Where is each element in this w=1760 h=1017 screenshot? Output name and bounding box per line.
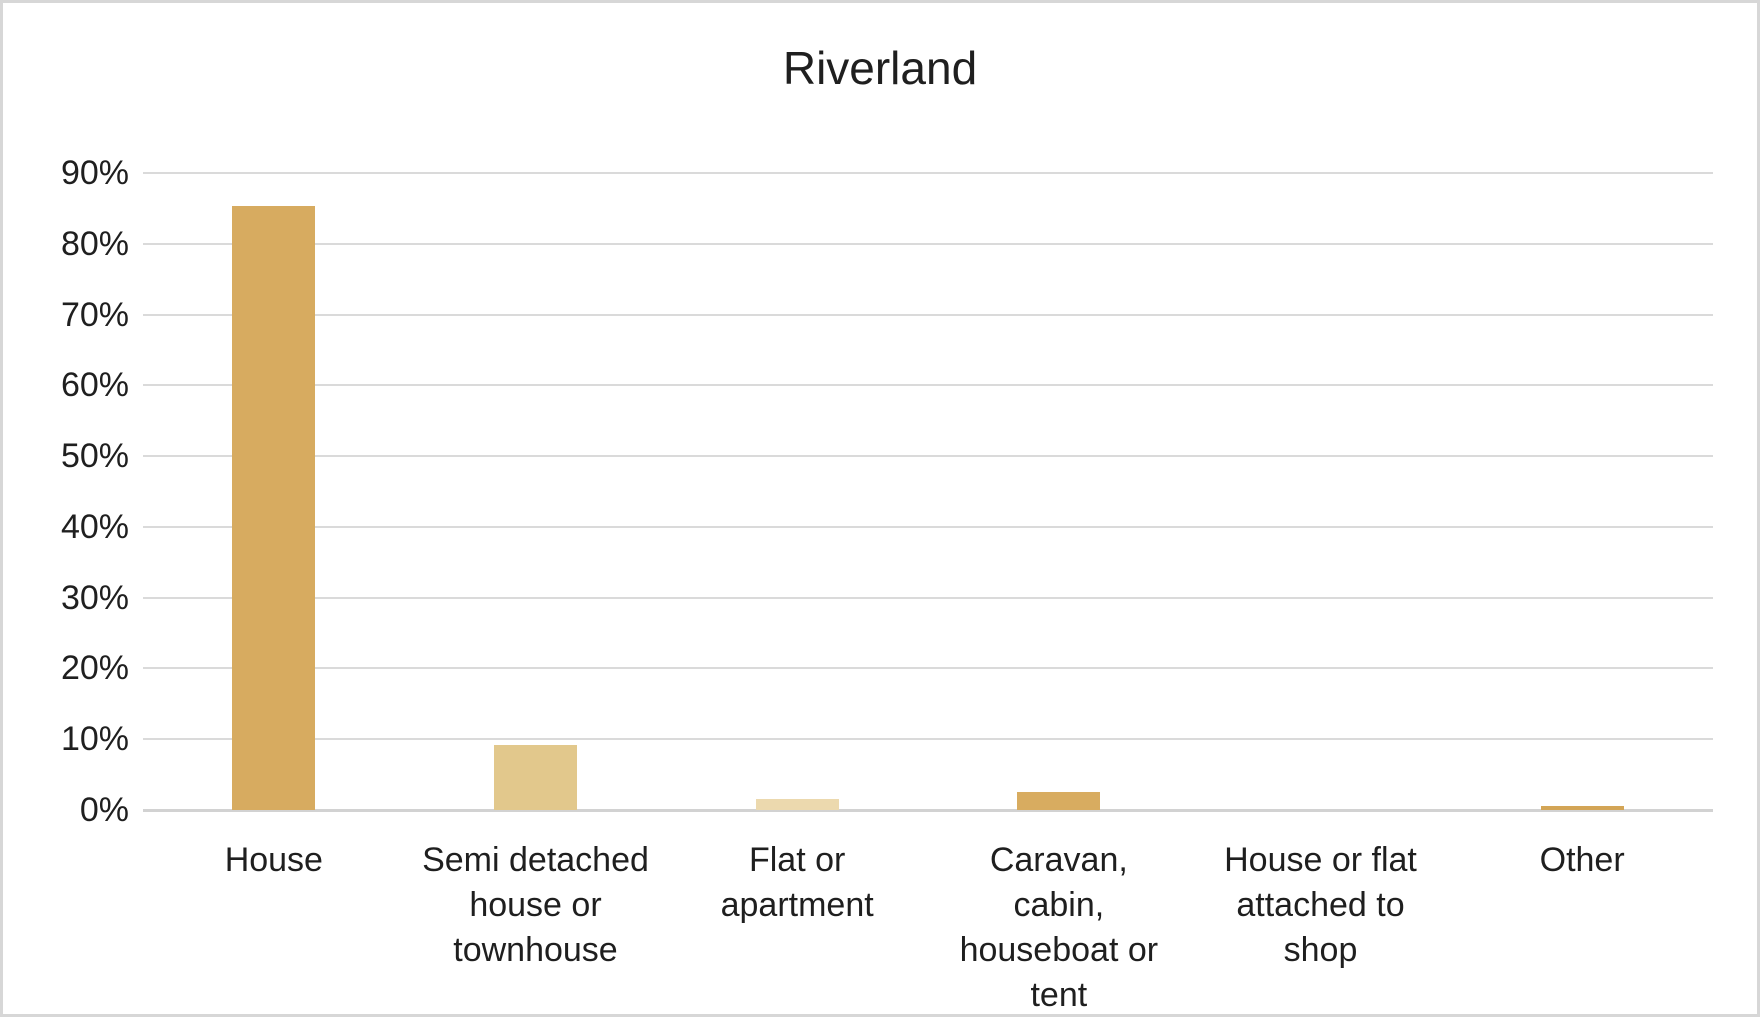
- y-axis-tick-label: 20%: [60, 649, 129, 688]
- category-label: Flat or apartment: [720, 841, 874, 924]
- category-label: House: [224, 841, 323, 879]
- category-label: House or flat attached to shop: [1224, 841, 1417, 969]
- x-axis-line: [143, 809, 1713, 812]
- gridline: [143, 242, 1713, 245]
- bar: [1540, 806, 1624, 810]
- bar: [494, 744, 577, 810]
- y-axis-tick-label: 10%: [60, 720, 129, 759]
- bar: [232, 205, 316, 810]
- gridline: [143, 525, 1713, 528]
- plot-area: 0% 10% 20% 30% 40% 50% 60% 70% 80% 90% House Semi d…: [61, 156, 1713, 1014]
- category-label: Other: [1539, 841, 1625, 879]
- y-axis-tick-label: 50%: [60, 437, 129, 476]
- gridline: [143, 172, 1713, 174]
- bar: [755, 799, 839, 810]
- gridline: [143, 313, 1713, 316]
- y-axis-tick-label: 40%: [60, 507, 129, 546]
- y-axis-tick-label: 80%: [60, 224, 129, 263]
- gridline: [143, 455, 1713, 458]
- y-axis-tick-label: 0%: [79, 791, 129, 829]
- gridline: [143, 384, 1713, 387]
- gridline: [143, 738, 1713, 741]
- category-label: Semi detached house or townhouse: [422, 841, 649, 969]
- gridline: [143, 667, 1713, 670]
- y-axis-tick-label: 60%: [60, 366, 129, 405]
- y-axis-tick-label: 30%: [60, 578, 129, 617]
- y-axis-tick-label: 70%: [60, 295, 129, 334]
- y-axis-tick-label: 90%: [60, 154, 129, 192]
- chart-title: Riverland: [782, 42, 978, 94]
- bar: [1017, 792, 1101, 810]
- gridline: [143, 596, 1713, 599]
- category-label: Caravan, cabin, houseboat or tent: [959, 841, 1159, 1014]
